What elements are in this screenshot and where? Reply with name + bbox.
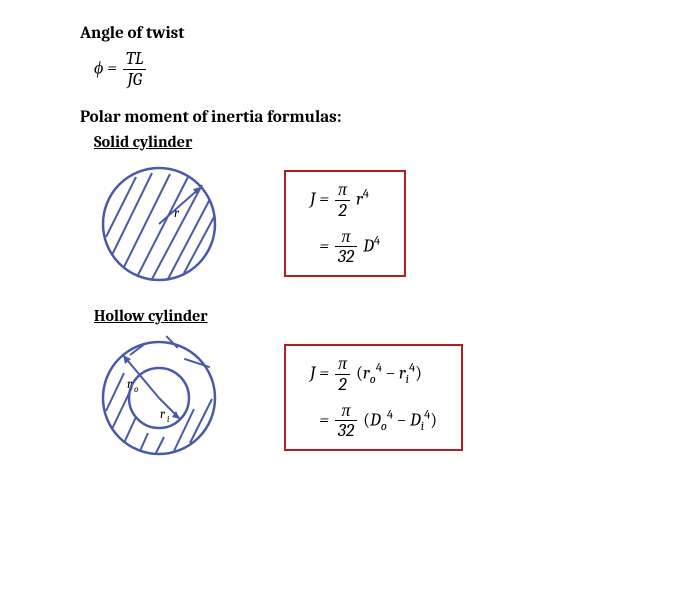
hollow-l2-minus: − xyxy=(393,409,410,430)
solid-l2-den: 32 xyxy=(335,247,357,267)
hollow-l2-t2: D xyxy=(410,409,421,430)
diagram-hollow-cylinder: r o r i xyxy=(94,333,224,463)
hollow-l2-close: ) xyxy=(430,409,437,430)
formula-box-hollow: J = π 2 (ro4 − ri4) J = π 32 (Do4 − Di4) xyxy=(284,344,463,451)
phi-den: JG xyxy=(123,70,147,90)
solid-l2-frac: π 32 xyxy=(335,227,357,268)
hollow-l2-t1: D xyxy=(370,409,381,430)
solid-l2-lhs: = xyxy=(319,235,329,256)
svg-text:o: o xyxy=(134,385,138,395)
solid-l1-den: 2 xyxy=(335,201,350,221)
heading-polar: Polar moment of inertia formulas: xyxy=(80,108,619,127)
solid-l1-rhs: r xyxy=(356,189,363,210)
hollow-l1-minus: − xyxy=(382,363,399,384)
hollow-l1-frac: π 2 xyxy=(335,354,350,395)
hollow-l1-t2: r xyxy=(399,363,406,384)
phi-lhs: ϕ = xyxy=(94,58,117,79)
hollow-l1-open: ( xyxy=(356,363,363,384)
solid-formula-line1: J = π 2 r4 xyxy=(310,180,380,221)
solid-formula-line2: J = π 32 D4 xyxy=(310,227,380,268)
hollow-l1-close: ) xyxy=(415,363,422,384)
hollow-l1-t1: r xyxy=(363,363,370,384)
equation-phi: ϕ = TL JG xyxy=(94,49,605,90)
solid-l1-lhs: J = xyxy=(310,189,329,210)
heading-angle-of-twist: Angle of twist xyxy=(80,24,619,43)
hollow-l2-num: π xyxy=(335,401,357,422)
diagram-solid-cylinder: r xyxy=(94,159,224,289)
phi-fraction: TL JG xyxy=(123,49,147,90)
hollow-l2-den: 32 xyxy=(335,421,357,441)
hollow-l1-lhs: J = xyxy=(310,363,329,384)
hollow-l2-open: ( xyxy=(363,409,370,430)
phi-num: TL xyxy=(123,49,147,70)
svg-text:r: r xyxy=(174,206,180,221)
solid-l2-exp: 4 xyxy=(374,234,380,248)
solid-l2-rhs: D xyxy=(363,235,374,256)
hollow-l1-den: 2 xyxy=(335,375,350,395)
solid-l2-num: π xyxy=(335,227,357,248)
solid-l1-exp: 4 xyxy=(363,188,369,202)
hollow-l2-lhs: = xyxy=(319,409,329,430)
subhead-hollow: Hollow cylinder xyxy=(94,307,605,325)
row-solid: r J = π 2 r4 J = π 32 D4 xyxy=(94,159,675,289)
formula-box-solid: J = π 2 r4 J = π 32 D4 xyxy=(284,170,406,277)
hollow-formula-line2: J = π 32 (Do4 − Di4) xyxy=(310,401,437,442)
solid-l1-num: π xyxy=(335,180,350,201)
hollow-formula-line1: J = π 2 (ro4 − ri4) xyxy=(310,354,437,395)
subhead-solid: Solid cylinder xyxy=(94,133,605,151)
hollow-l1-num: π xyxy=(335,354,350,375)
svg-text:i: i xyxy=(167,415,170,425)
solid-l1-frac: π 2 xyxy=(335,180,350,221)
svg-text:r: r xyxy=(160,407,166,422)
hollow-l2-frac: π 32 xyxy=(335,401,357,442)
row-hollow: r o r i J = π 2 (ro4 − ri4 xyxy=(94,333,675,463)
